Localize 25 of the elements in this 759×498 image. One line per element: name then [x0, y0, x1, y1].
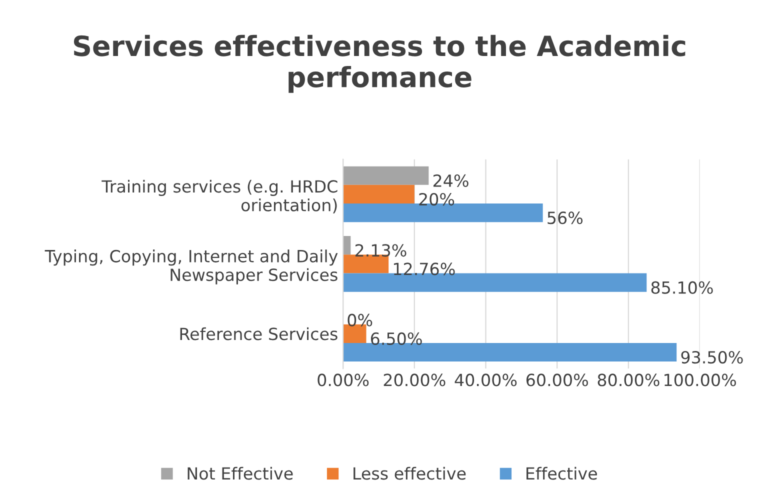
data-label: 85.10% [651, 281, 713, 294]
data-label: 56% [548, 212, 583, 224]
x-tick-label: 0.00% [318, 374, 369, 386]
x-tick-label: 60.00% [526, 374, 588, 386]
y-tick-label: Training services (e.g. HRDC orientation) [102, 180, 338, 214]
x-tick-label: 20.00% [384, 374, 446, 386]
x-tick-label: 100.00% [664, 374, 736, 386]
data-label: 24% [433, 174, 468, 187]
bar [343, 184, 414, 204]
bar [343, 236, 351, 255]
data-label: 93.50% [681, 350, 743, 364]
legend-label: Effective [526, 466, 597, 480]
data-label: 6.50% [370, 332, 422, 346]
y-tick-label: Typing, Copying, Internet and Daily Newspaper Services [44, 250, 338, 284]
y-tick-label: Reference Services [180, 327, 338, 340]
legend-label: Not Effective [188, 466, 293, 480]
x-tick-label: 40.00% [454, 374, 517, 386]
legend-label: Less effective [354, 466, 466, 480]
bar [343, 166, 429, 185]
chart-title: Services effectiveness to the Academic perfomance [74, 34, 686, 93]
data-label: 12.76% [394, 262, 455, 276]
data-label: 0% [348, 314, 372, 326]
x-tick-label: 80.00% [598, 374, 660, 386]
data-label: 2.13% [355, 244, 406, 257]
data-label: 20% [419, 192, 454, 206]
